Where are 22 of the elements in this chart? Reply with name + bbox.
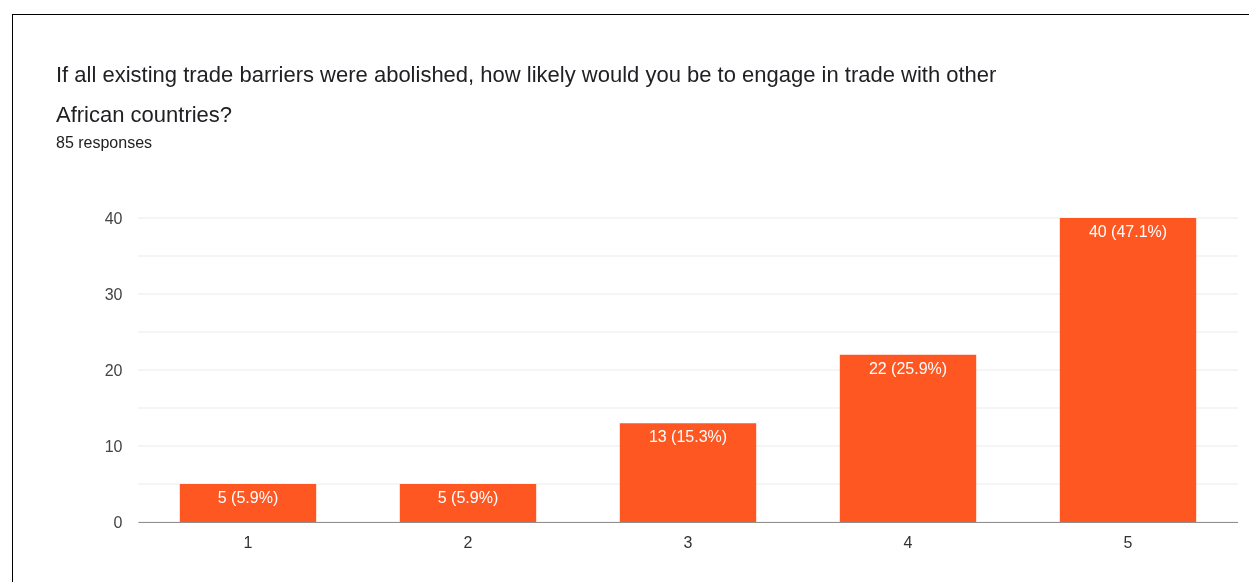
- x-tick-label: 2: [463, 533, 473, 551]
- data-label: 5 (5.9%): [437, 489, 499, 506]
- data-label: 22 (25.9%): [868, 359, 948, 377]
- data-label: 5 (5.9%): [217, 489, 279, 506]
- bar: [1059, 218, 1197, 522]
- y-tick-label: 0: [113, 513, 123, 531]
- chart-title: If all existing trade barriers were abolished, how likely would you be to engage in trade with other African countries?: [56, 62, 997, 127]
- y-tick-label: 10: [104, 437, 123, 455]
- bar: [399, 484, 537, 522]
- data-label: 40 (47.1%): [1088, 223, 1168, 240]
- y-tick-label: 30: [104, 285, 123, 303]
- bar: [619, 423, 757, 522]
- x-tick-label: 4: [903, 533, 913, 551]
- y-tick-label: 40: [104, 209, 123, 227]
- x-tick-label: 3: [683, 533, 693, 551]
- y-tick-label: 20: [104, 361, 123, 379]
- chart-subtitle: 85 responses: [56, 134, 153, 151]
- x-tick-label: 5: [1123, 533, 1133, 551]
- data-label: 13 (15.3%): [648, 428, 728, 446]
- x-tick-label: 1: [243, 533, 253, 551]
- bar: [179, 484, 317, 522]
- bar: [839, 354, 977, 522]
